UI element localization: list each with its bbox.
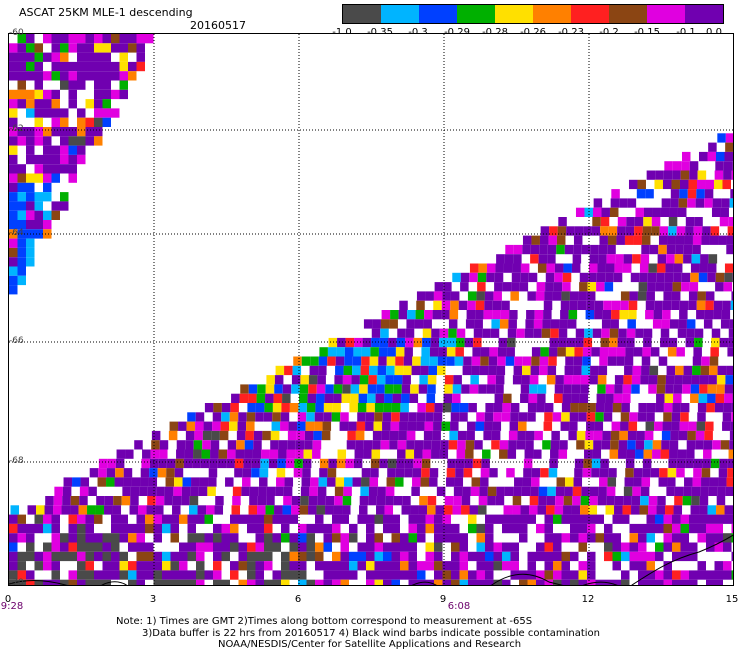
longitude-label: 0 [4, 594, 12, 605]
longitude-label: 3 [149, 594, 157, 605]
color-swatch-1 [343, 5, 381, 23]
map-date: 20160517 [190, 19, 246, 32]
color-scale-tick: 0.0 [706, 27, 722, 38]
color-swatch-7 [571, 5, 609, 23]
antarctic-coastline [9, 534, 733, 585]
color-scale-tick: -0.29 [444, 27, 470, 38]
color-swatch-9 [647, 5, 685, 23]
longitude-label: 6 [294, 594, 302, 605]
color-scale-tick: -0.3 [408, 27, 428, 38]
map-title: ASCAT 25KM MLE-1 descending [19, 6, 193, 19]
latitude-label: -62 [9, 124, 24, 134]
longitude-label: 12 [581, 594, 595, 605]
color-swatch-2 [381, 5, 419, 23]
color-scale-tick: -0.15 [634, 27, 660, 38]
color-scale-tick: -0.23 [558, 27, 584, 38]
latitude-label: -64 [9, 228, 24, 238]
color-scale-tick: -0.26 [520, 27, 546, 38]
color-swatch-5 [495, 5, 533, 23]
color-swatch-8 [609, 5, 647, 23]
pass-time-label: 9:28 [0, 601, 24, 612]
footnote-line-1: Note: 1) Times are GMT 2)Times along bot… [116, 616, 533, 627]
color-scale-tick: -0.35 [367, 27, 393, 38]
latitude-label: -60 [9, 28, 24, 38]
color-swatch-10 [685, 5, 723, 23]
longitude-label: 15 [725, 594, 739, 605]
color-swatch-6 [533, 5, 571, 23]
scatterometer-swath [9, 34, 733, 585]
pass-time-label: 6:08 [447, 601, 471, 612]
map-plot-area [8, 33, 734, 586]
latitude-label: -66 [9, 336, 24, 346]
lat-lon-grid [9, 34, 733, 585]
color-swatch-3 [419, 5, 457, 23]
footnote-line-2: 3)Data buffer is 22 hrs from 20160517 4)… [142, 628, 600, 639]
color-scale-bar [342, 4, 724, 24]
longitude-label: 9 [439, 594, 447, 605]
color-swatch-4 [457, 5, 495, 23]
footnote-line-3: NOAA/NESDIS/Center for Satellite Applica… [218, 639, 522, 650]
color-scale-tick: -0.28 [482, 27, 508, 38]
latitude-label: -68 [9, 456, 24, 466]
color-scale-tick: -0.1 [676, 27, 696, 38]
color-scale-tick: -0.2 [599, 27, 619, 38]
latitude-label: -70 [9, 578, 24, 588]
color-scale-tick: -1.0 [332, 27, 352, 38]
